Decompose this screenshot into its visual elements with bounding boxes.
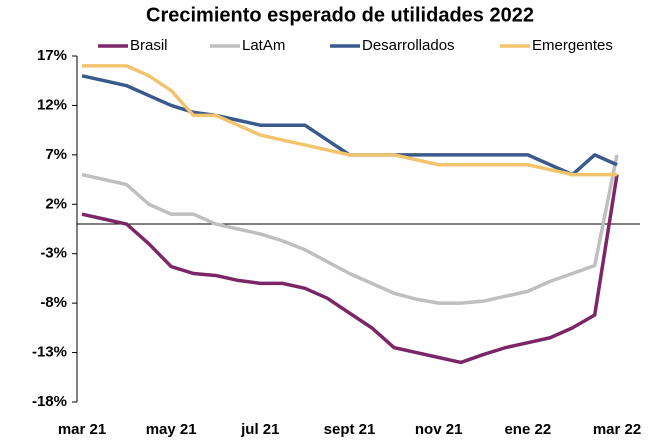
y-tick-label: -13% [32,344,67,361]
x-tick-label: may 21 [146,421,197,438]
legend-label: Emergentes [532,37,613,54]
y-tick-label: -18% [32,393,67,410]
legend-label: Desarrollados [362,37,455,54]
series-line [82,64,617,177]
legend-label: LatAm [242,37,285,54]
y-tick-label: -3% [40,245,67,262]
legend-label: Brasil [130,37,168,54]
series-line [81,74,618,177]
x-tick-label: ene 22 [504,421,551,438]
x-tick-label: mar 21 [58,421,106,438]
x-tick-label: nov 21 [415,421,463,438]
y-tick-label: 2% [45,195,67,212]
y-tick-label: 7% [45,146,67,163]
chart-title: Crecimiento esperado de utilidades 2022 [146,4,534,26]
y-tick-label: 12% [37,96,67,113]
x-tick-label: jul 21 [240,421,279,438]
series-line [81,174,619,365]
y-tick-label: -8% [40,294,67,311]
x-tick-label: sept 21 [324,421,376,438]
y-tick-label: 17% [37,47,67,64]
series-line [81,154,619,305]
x-tick-label: mar 22 [593,421,641,438]
